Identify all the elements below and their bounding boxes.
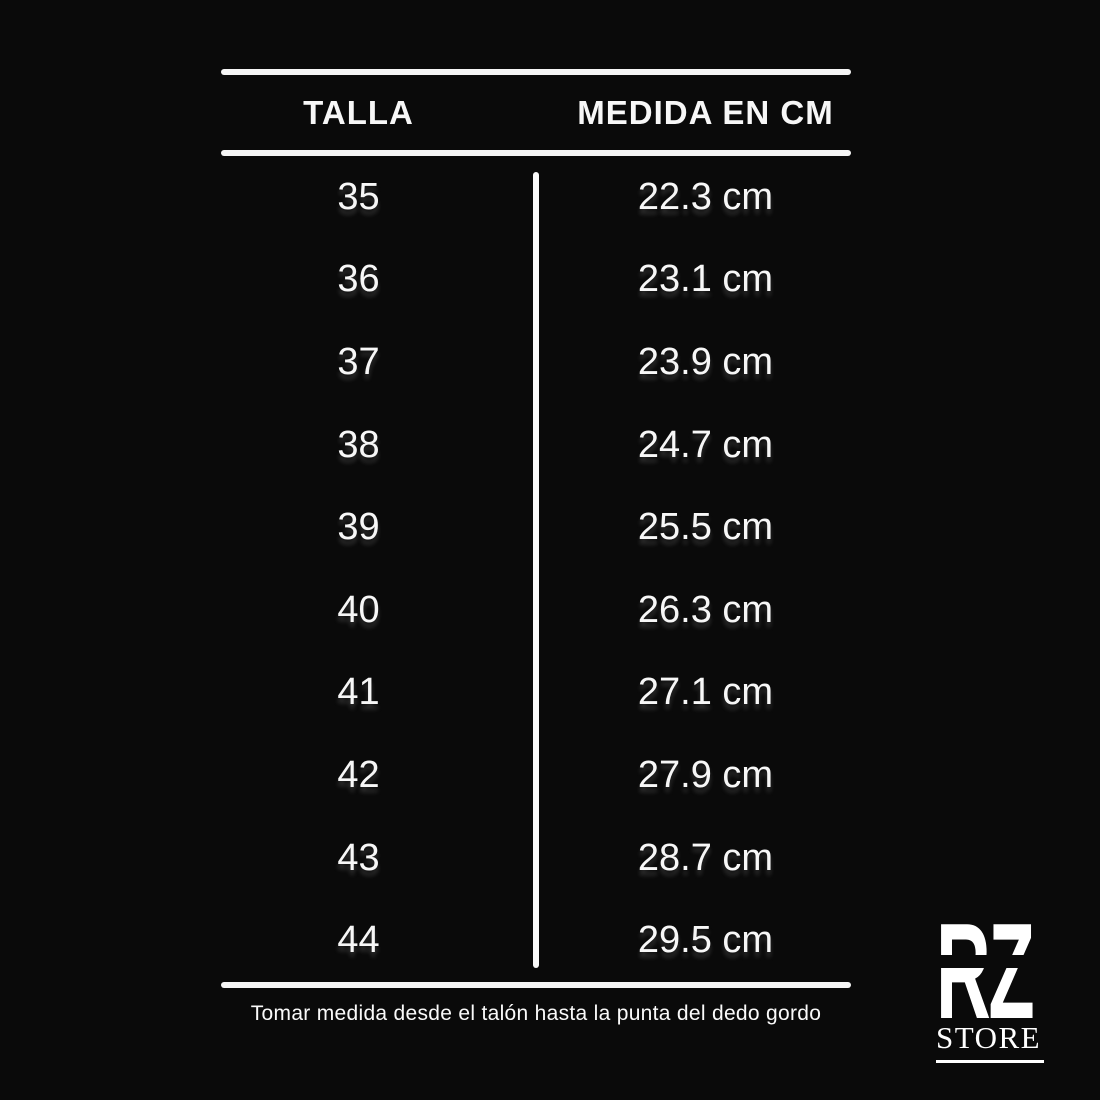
measure-value: 26.3 cm — [637, 588, 774, 631]
rz-monogram-graphic: RZ — [932, 896, 1052, 1048]
table-row: 44 29.5 cm — [221, 899, 851, 982]
bottom-rule — [221, 982, 851, 988]
measure-value: 28.7 cm — [637, 836, 774, 879]
top-rule — [221, 69, 851, 75]
column-header-talla: TALLA — [303, 93, 414, 131]
rz-store-logo: RZ STORE — [932, 896, 1052, 1063]
monogram-letters: RZ — [936, 896, 1033, 1048]
header-rule — [221, 150, 851, 156]
rz-monogram: RZ — [932, 896, 1052, 1048]
size-value: 43 — [337, 836, 380, 879]
table-row: 40 26.3 cm — [221, 569, 851, 652]
column-header-medida: MEDIDA EN CM — [577, 93, 834, 131]
table-row: 43 28.7 cm — [221, 817, 851, 900]
size-value: 40 — [337, 588, 380, 631]
table-row: 41 27.1 cm — [221, 652, 851, 735]
column-divider — [533, 172, 539, 968]
size-table: TALLA MEDIDA EN CM 35 22.3 cm 36 23.1 cm… — [221, 69, 851, 988]
measure-value: 24.7 cm — [637, 423, 774, 466]
table-row: 39 25.5 cm — [221, 486, 851, 569]
size-value: 44 — [337, 919, 380, 962]
measure-value: 27.9 cm — [637, 753, 774, 796]
measure-value: 23.9 cm — [637, 340, 774, 383]
measure-value: 23.1 cm — [637, 258, 774, 301]
table-row: 42 27.9 cm — [221, 734, 851, 817]
size-value: 41 — [337, 671, 380, 714]
size-value: 39 — [337, 506, 380, 549]
logo-store-label: STORE — [936, 1020, 1044, 1063]
table-row: 37 23.9 cm — [221, 321, 851, 404]
size-value: 36 — [337, 258, 380, 301]
table-row: 38 24.7 cm — [221, 404, 851, 487]
measure-value: 27.1 cm — [637, 671, 774, 714]
measure-value: 25.5 cm — [637, 506, 774, 549]
table-row: 35 22.3 cm — [221, 156, 851, 239]
measure-value: 22.3 cm — [637, 175, 774, 218]
table-header-row: TALLA MEDIDA EN CM — [221, 75, 851, 150]
size-value: 42 — [337, 753, 380, 796]
table-row: 36 23.1 cm — [221, 239, 851, 322]
size-value: 38 — [337, 423, 380, 466]
measure-value: 29.5 cm — [637, 919, 774, 962]
monogram-cut-stripe — [932, 955, 1052, 968]
size-value: 35 — [337, 175, 380, 218]
measurement-instruction: Tomar medida desde el talón hasta la pun… — [250, 1002, 822, 1025]
table-body: 35 22.3 cm 36 23.1 cm 37 23.9 cm 38 24.7… — [221, 156, 851, 982]
size-value: 37 — [337, 340, 380, 383]
